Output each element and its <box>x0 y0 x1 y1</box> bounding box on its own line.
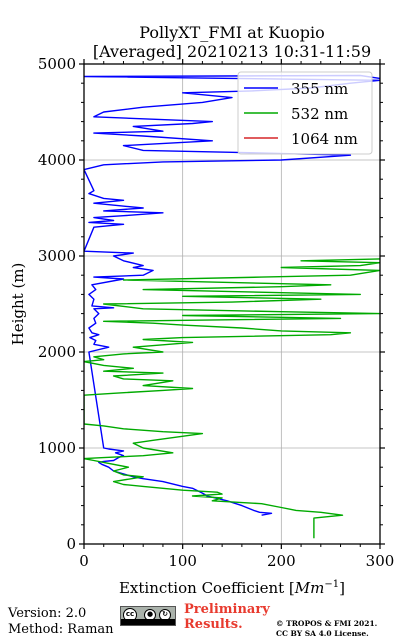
preliminary-line2: Results. <box>184 617 243 632</box>
copyright-line2: CC BY SA 4.0 License. <box>276 629 369 638</box>
x-tick-label: 200 <box>267 552 296 570</box>
copyright-note: © TROPOS & FMI 2021. CC BY SA 4.0 Licens… <box>276 619 377 639</box>
y-tick-label: 4000 <box>38 151 76 169</box>
y-tick-label: 0 <box>66 535 76 553</box>
legend-box <box>237 71 373 155</box>
legend-label: 1064 nm <box>291 130 358 148</box>
plot-frame <box>83 63 381 545</box>
x-tick-label: 300 <box>366 552 395 570</box>
legend-label: 355 nm <box>291 80 348 98</box>
cc-license-badge: cc ● ↻ <box>120 606 176 626</box>
legend-label: 532 nm <box>291 105 348 123</box>
x-axis-label: Extinction Coefficient [Mm−1] <box>119 579 345 597</box>
cc-badge-strip <box>121 619 175 625</box>
method-text: Method: Raman <box>8 622 114 637</box>
preliminary-line1: Preliminary <box>184 602 270 617</box>
x-tick-label: 0 <box>79 552 89 570</box>
y-tick-label: 3000 <box>38 247 76 265</box>
y-tick-label: 2000 <box>38 343 76 361</box>
chart-title-line2: [Averaged] 20210213 10:31-11:59 <box>93 42 371 61</box>
y-axis-label: Height (m) <box>9 263 27 346</box>
chart-title-line1: PollyXT_FMI at Kuopio <box>139 23 325 42</box>
series-line-355-nm <box>84 74 380 516</box>
y-tick-label: 5000 <box>38 55 76 73</box>
series-layer <box>84 74 380 539</box>
copyright-line1: © TROPOS & FMI 2021. <box>276 619 378 628</box>
x-tick-label: 100 <box>168 552 197 570</box>
series-line-532-nm <box>84 258 380 539</box>
preliminary-results-note: Preliminary Results. <box>184 602 270 632</box>
y-tick-label: 1000 <box>38 439 76 457</box>
version-text: Version: 2.0 <box>8 606 87 621</box>
legend: 355 nm 532 nm 1064 nm <box>237 71 373 155</box>
